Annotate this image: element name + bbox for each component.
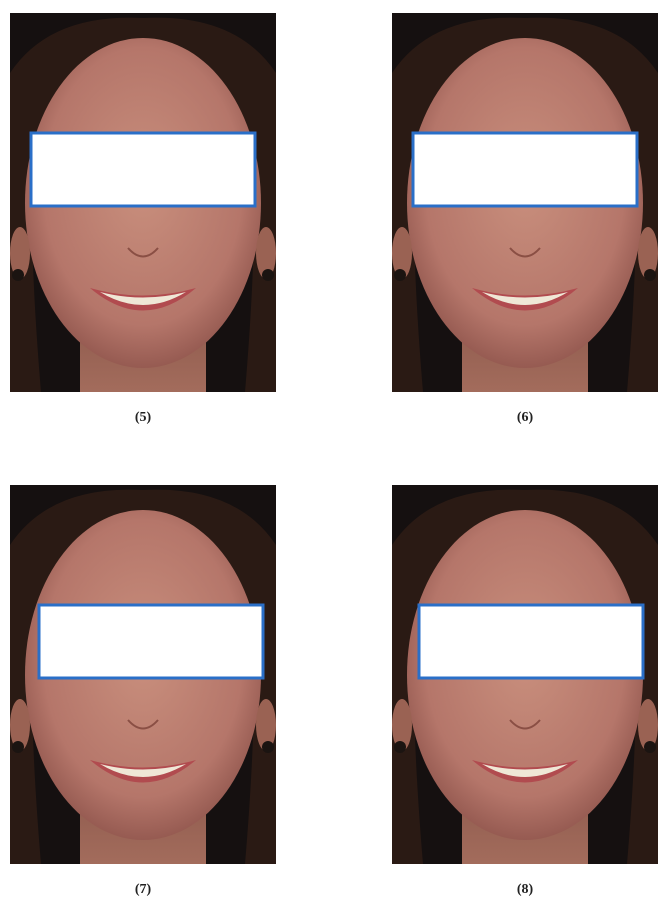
earring-right [262, 741, 274, 753]
panel-label: (6) [517, 410, 534, 425]
eye-cover [413, 133, 637, 206]
page: (5)(6)(7)(8) (() => { const data = JSON.… [0, 0, 658, 902]
earring-left [12, 269, 24, 281]
panel-label: (5) [135, 410, 152, 425]
figure: (5) (6) (7) (8) [0, 0, 658, 902]
photo [10, 485, 276, 864]
panel-label: (8) [517, 882, 534, 897]
earring-left [394, 269, 406, 281]
photo [10, 13, 276, 392]
earring-right [262, 269, 274, 281]
earring-right [644, 741, 656, 753]
earring-left [12, 741, 24, 753]
earring-left [394, 741, 406, 753]
photo [392, 13, 658, 392]
eye-cover [31, 133, 255, 206]
panel-label: (7) [135, 882, 152, 897]
eye-cover [419, 605, 643, 678]
earring-right [644, 269, 656, 281]
photo [392, 485, 658, 864]
eye-cover [39, 605, 263, 678]
